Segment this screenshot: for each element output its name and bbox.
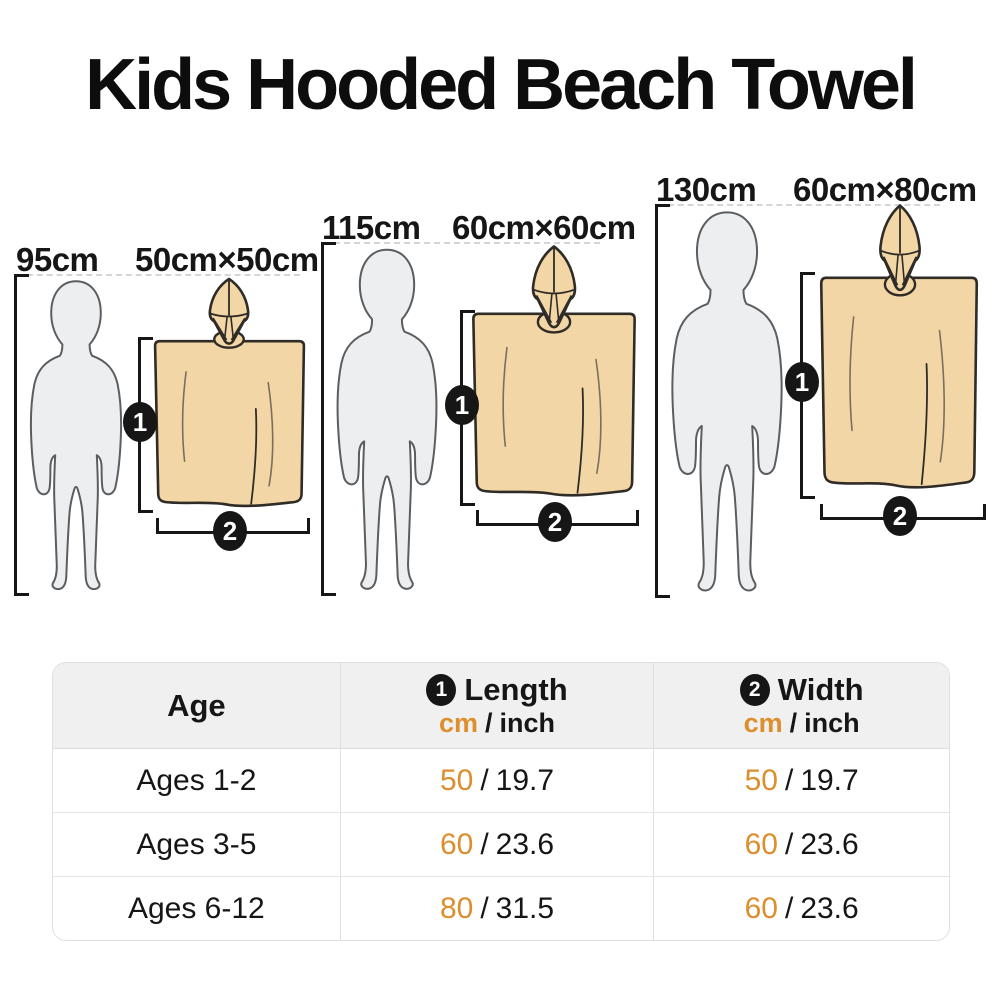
child-silhouette (30, 280, 122, 590)
age-column-header: Age (167, 687, 226, 723)
unit-cm: cm (438, 707, 479, 738)
width-badge: 2 (883, 496, 917, 536)
child-silhouette (336, 248, 438, 590)
length-cm-value: 60 (439, 827, 474, 861)
size-table: Age 1 Length cm / inch 2 Width cm / inch Age… (52, 662, 950, 941)
width-badge: 2 (213, 511, 247, 551)
child-silhouette (671, 211, 783, 592)
width-cm-value: 50 (744, 763, 778, 797)
unit-inch: inch (804, 707, 860, 738)
width-inch-value: 23.6 (800, 827, 859, 861)
height-bracket (655, 204, 670, 598)
unit-separator: / (485, 707, 493, 738)
towel-graphic (472, 312, 636, 497)
towel-hood (208, 278, 250, 349)
height-label: 95cm (16, 241, 99, 278)
towel-graphic (819, 276, 979, 489)
width-inch-value: 19.7 (800, 763, 859, 797)
value-separator: / (480, 763, 489, 797)
height-label: 115cm (322, 209, 421, 246)
width-cm-value: 60 (744, 891, 778, 925)
towel-hood (531, 245, 577, 334)
width-header-label: Width (777, 671, 864, 707)
size-table-header: Age 1 Length cm / inch 2 Width cm / inch (53, 663, 949, 749)
height-dashed-line (658, 204, 940, 206)
height-dashed-line (17, 274, 300, 276)
length-cm-value: 50 (439, 763, 474, 797)
towel-size-label: 60cm×80cm (793, 171, 977, 208)
value-separator: / (784, 763, 794, 797)
table-row: Ages 1-2 50/19.7 50/19.7 (53, 749, 949, 812)
width-badge: 2 (538, 502, 572, 542)
length-badge: 1 (785, 362, 819, 402)
unit-separator: / (789, 707, 798, 738)
length-badge-icon: 1 (426, 673, 457, 706)
length-inch-value: 31.5 (495, 891, 555, 925)
width-badge-icon: 2 (739, 673, 770, 706)
value-separator: / (480, 827, 489, 861)
unit-inch: inch (499, 707, 556, 738)
height-label: 130cm (656, 171, 757, 208)
length-badge: 1 (123, 402, 157, 442)
age-cell: Ages 3-5 (136, 827, 257, 861)
length-inch-value: 19.7 (495, 763, 555, 797)
height-bracket (14, 274, 29, 596)
age-cell: Ages 1-2 (136, 763, 257, 797)
width-inch-value: 23.6 (800, 891, 859, 925)
width-cell: 60/23.6 (653, 877, 949, 940)
width-cell: 60/23.6 (653, 813, 949, 876)
towel-graphic (154, 340, 305, 507)
length-badge: 1 (445, 385, 479, 425)
age-cell: Ages 6-12 (127, 891, 265, 925)
length-cell: 60/23.6 (339, 813, 654, 876)
value-separator: / (784, 891, 794, 925)
length-cell: 50/19.7 (339, 749, 654, 812)
unit-cm: cm (743, 707, 783, 738)
table-row: Ages 6-12 80/31.5 60/23.6 (53, 876, 949, 940)
towel-hood (879, 204, 921, 297)
width-cell: 50/19.7 (653, 749, 949, 812)
width-cm-value: 60 (744, 827, 778, 861)
length-header-label: Length (464, 671, 568, 707)
width-column-header: 2 Width cm / inch (653, 663, 949, 748)
value-separator: / (480, 891, 489, 925)
value-separator: / (784, 827, 794, 861)
towel-size-label: 50cm×50cm (135, 241, 319, 278)
length-inch-value: 23.6 (495, 827, 555, 861)
length-cell: 80/31.5 (339, 877, 654, 940)
towel-size-label: 60cm×60cm (452, 209, 636, 246)
height-bracket (321, 242, 336, 596)
length-cm-value: 80 (439, 891, 474, 925)
page-title: Kids Hooded Beach Towel (85, 45, 918, 125)
table-row: Ages 3-5 60/23.6 60/23.6 (53, 812, 949, 876)
height-dashed-line (324, 242, 600, 244)
length-column-header: 1 Length cm / inch (339, 663, 654, 748)
